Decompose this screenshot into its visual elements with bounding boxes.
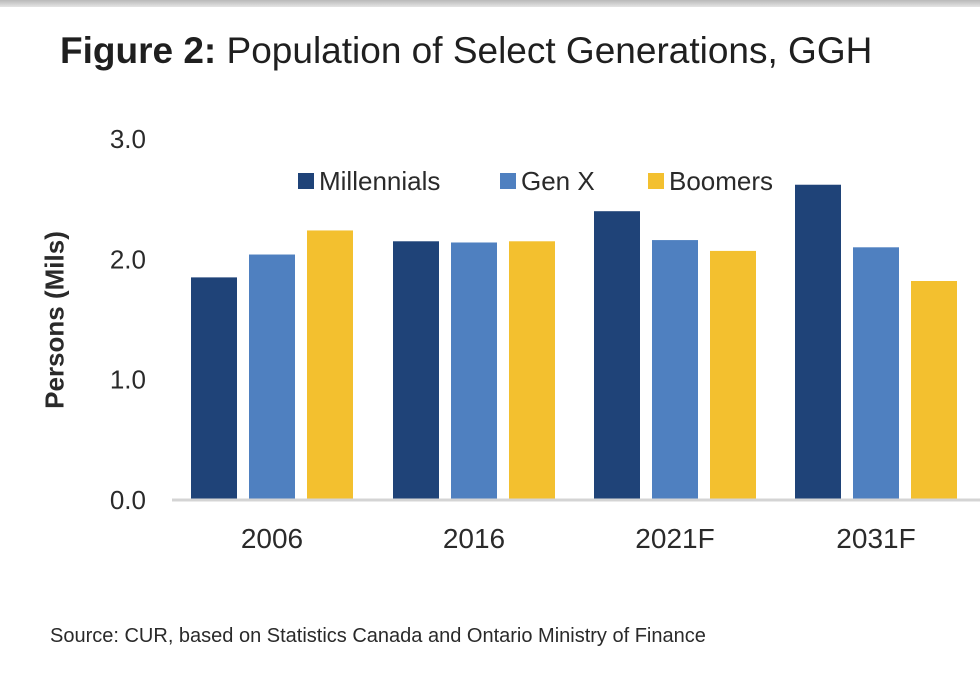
legend-label: Boomers <box>669 166 773 196</box>
y-tick-label: 0.0 <box>110 485 146 515</box>
bar-gen-x-2016 <box>451 242 497 500</box>
bar-gen-x-2021f <box>652 240 698 500</box>
legend-swatch <box>298 173 314 189</box>
figure-number: Figure 2: <box>60 30 217 71</box>
figure-title-text: Population of Select Generations, GGH <box>226 30 873 71</box>
bar-group <box>191 184 957 501</box>
chart-title: Figure 2: Population of Select Generatio… <box>60 30 872 72</box>
bar-millennials-2016 <box>393 241 439 501</box>
bar-millennials-2031f <box>795 184 841 500</box>
legend: Millennials Gen X Boomers <box>298 166 773 196</box>
bar-boomers-2006 <box>307 230 353 500</box>
y-tick-label: 2.0 <box>110 244 146 274</box>
bar-boomers-2021f <box>710 250 756 500</box>
source-note: Source: CUR, based on Statistics Canada … <box>50 625 706 647</box>
y-tick-label: 1.0 <box>110 365 146 395</box>
x-tick-label: 2016 <box>443 523 505 554</box>
top-border <box>0 0 980 7</box>
bar-millennials-2021f <box>594 211 640 500</box>
bar-gen-x-2006 <box>249 254 295 500</box>
bar-boomers-2031f <box>911 280 957 500</box>
y-tick-label: 3.0 <box>110 124 146 154</box>
legend-swatch <box>648 173 664 189</box>
legend-swatch <box>500 173 516 189</box>
legend-label: Millennials <box>319 166 440 196</box>
bar-boomers-2016 <box>509 241 555 501</box>
y-tick-labels: 0.0 1.0 2.0 3.0 <box>110 124 146 515</box>
x-tick-label: 2021F <box>635 523 714 554</box>
x-tick-labels: 2006 2016 2021F 2031F <box>241 523 916 554</box>
bar-millennials-2006 <box>191 277 237 500</box>
legend-label: Gen X <box>521 166 595 196</box>
x-tick-label: 2031F <box>836 523 915 554</box>
x-tick-label: 2006 <box>241 523 303 554</box>
bar-gen-x-2031f <box>853 247 899 500</box>
